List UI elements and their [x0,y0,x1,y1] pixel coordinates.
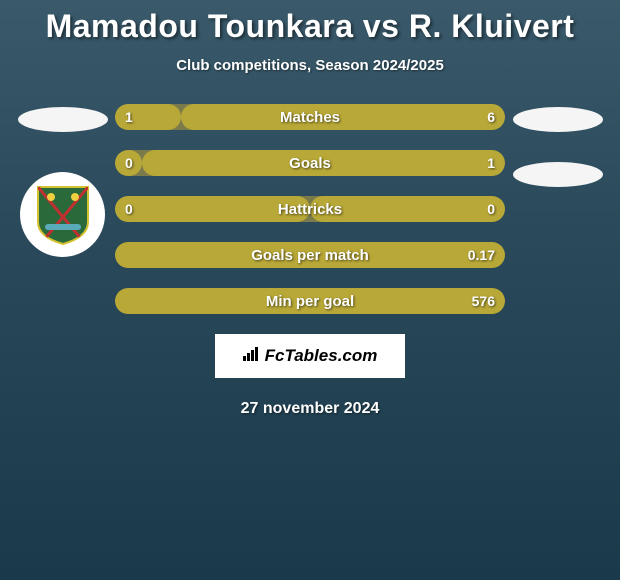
left-side [10,104,115,257]
stat-right-value: 0.17 [468,247,495,263]
comparison-content: 1 Matches 6 0 Goals 1 0 Hattricks 0 Goal… [0,104,620,314]
stat-bar-matches: 1 Matches 6 [115,104,505,130]
stat-right-value: 0 [487,201,495,217]
player2-club-oval [513,162,603,187]
stat-label: Matches [280,109,340,126]
stat-bar-gpm: Goals per match 0.17 [115,242,505,268]
stat-label: Goals [289,155,331,172]
page-title: Mamadou Tounkara vs R. Kluivert [0,0,620,45]
player1-club-badge [20,172,105,257]
bar-fill-right [181,104,505,130]
subtitle: Club competitions, Season 2024/2025 [0,57,620,74]
right-side [505,104,610,187]
stat-right-value: 576 [472,293,495,309]
stat-label: Min per goal [266,293,354,310]
stat-label: Hattricks [278,201,342,218]
chart-icon [243,346,261,366]
club-shield-icon [33,182,93,247]
stat-bar-mpg: Min per goal 576 [115,288,505,314]
stat-left-value: 1 [125,109,133,125]
brand-text: FcTables.com [265,346,378,365]
date-text: 27 november 2024 [0,400,620,418]
stat-right-value: 1 [487,155,495,171]
stat-left-value: 0 [125,201,133,217]
footer: FcTables.com 27 november 2024 [0,334,620,418]
player2-oval [513,107,603,132]
player1-oval [18,107,108,132]
brand-box[interactable]: FcTables.com [215,334,406,378]
stat-bar-goals: 0 Goals 1 [115,150,505,176]
stat-bars: 1 Matches 6 0 Goals 1 0 Hattricks 0 Goal… [115,104,505,314]
stat-right-value: 6 [487,109,495,125]
stat-bar-hattricks: 0 Hattricks 0 [115,196,505,222]
stat-label: Goals per match [251,247,369,264]
stat-left-value: 0 [125,155,133,171]
